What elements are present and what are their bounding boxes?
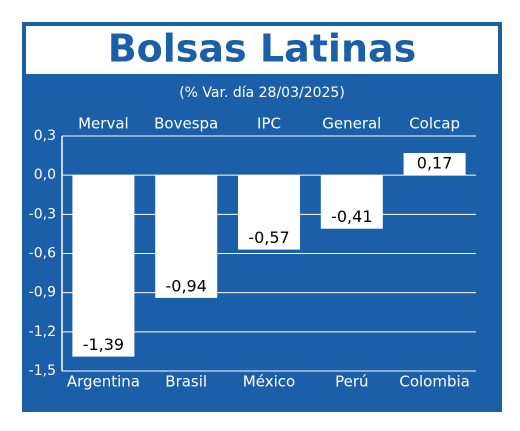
index-label: Colcap [409, 115, 460, 133]
value-label: -1,39 [83, 335, 124, 354]
subtitle: (% Var. día 28/03/2025) [179, 85, 345, 101]
x-tick-label: Brasil [165, 373, 207, 391]
value-label: -0,57 [248, 228, 289, 247]
y-tick-label: -1,5 [29, 363, 56, 379]
index-label: General [322, 115, 381, 133]
bar [155, 175, 218, 298]
value-label: -0,41 [331, 207, 372, 226]
index-label: Merval [78, 115, 129, 133]
y-tick-label: -0,6 [29, 246, 56, 262]
bar [238, 175, 300, 250]
x-tick-label: Perú [335, 373, 368, 391]
bar [320, 175, 383, 229]
y-tick-label: 0,0 [34, 167, 56, 183]
y-tick-label: -0,3 [29, 206, 56, 222]
x-tick-label: Colombia [399, 373, 470, 391]
bar [72, 175, 135, 357]
value-label: 0,17 [417, 154, 453, 173]
x-tick-label: Argentina [67, 373, 140, 391]
y-tick-label: -0,9 [29, 285, 56, 301]
x-tick-label: México [243, 373, 295, 391]
y-tick-label: -1,2 [29, 324, 56, 340]
bar [403, 152, 466, 176]
title-box [26, 26, 498, 74]
index-label: IPC [257, 115, 281, 133]
y-tick-label: 0,3 [34, 128, 56, 144]
value-label: -0,94 [165, 276, 206, 295]
chart-title: Bolsas Latinas [108, 27, 417, 71]
index-label: Bovespa [154, 115, 218, 133]
